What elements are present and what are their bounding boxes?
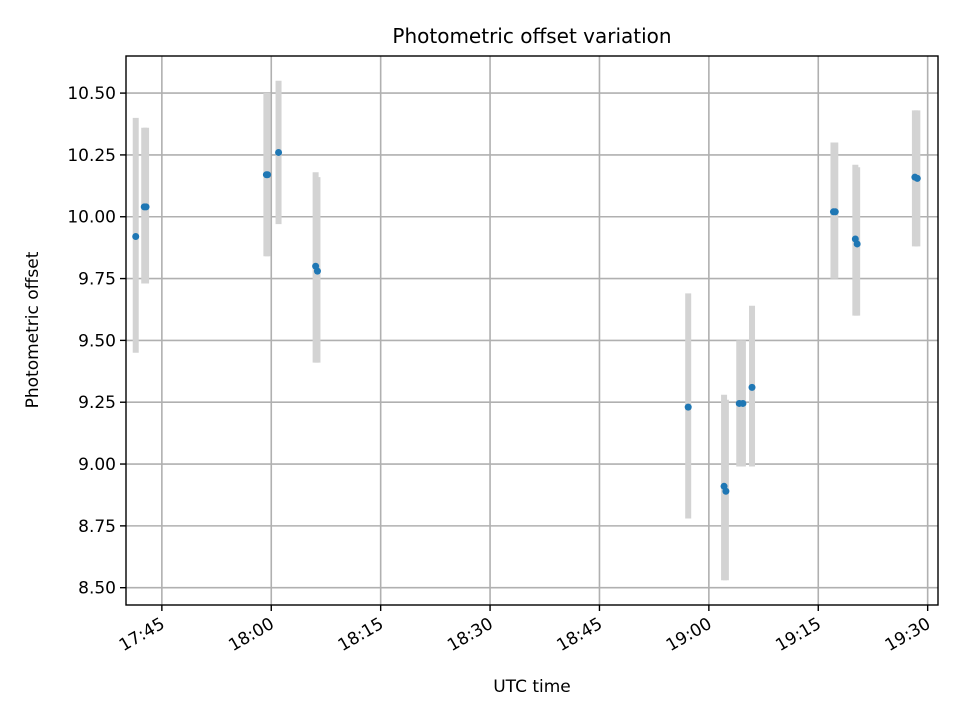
data-points xyxy=(132,148,921,495)
x-tick-label: 18:45 xyxy=(554,614,606,656)
chart-title: Photometric offset variation xyxy=(392,24,671,48)
x-tick-label: 17:45 xyxy=(116,614,168,656)
y-tick-label: 9.00 xyxy=(78,455,116,475)
y-tick-label: 9.25 xyxy=(78,393,116,413)
data-point xyxy=(684,403,692,411)
x-tick-label: 18:30 xyxy=(444,614,496,656)
data-point xyxy=(748,383,756,391)
data-point xyxy=(264,171,272,179)
data-point xyxy=(831,208,839,216)
y-tick-label: 10.25 xyxy=(67,146,116,166)
y-tick-label: 9.75 xyxy=(78,270,116,290)
data-point xyxy=(132,233,140,241)
data-point xyxy=(739,399,747,407)
grid xyxy=(126,56,938,605)
data-point xyxy=(722,487,730,495)
y-tick-label: 10.00 xyxy=(67,208,116,228)
x-tick-label: 19:00 xyxy=(663,614,715,656)
data-point xyxy=(275,148,283,156)
x-tick-label: 18:15 xyxy=(335,614,387,656)
data-point xyxy=(313,267,321,275)
data-point xyxy=(142,203,150,211)
x-tick-label: 19:30 xyxy=(882,614,934,656)
data-point xyxy=(853,240,861,248)
data-point xyxy=(913,174,921,182)
axis-ticks: 8.50 8.75 9.00 9.25 9.50 9.75 10.00 10.25 10.50 1… xyxy=(67,84,934,656)
x-tick-label: 18:00 xyxy=(225,614,277,656)
x-axis-title: UTC time xyxy=(493,677,571,697)
plot-frame xyxy=(125,55,939,606)
y-tick-label: 9.50 xyxy=(78,331,116,351)
y-axis-title: Photometric offset xyxy=(23,251,43,408)
y-tick-label: 10.50 xyxy=(67,84,116,104)
y-tick-label: 8.50 xyxy=(78,579,116,599)
x-tick-label: 19:15 xyxy=(772,614,824,656)
y-tick-label: 8.75 xyxy=(78,517,116,537)
